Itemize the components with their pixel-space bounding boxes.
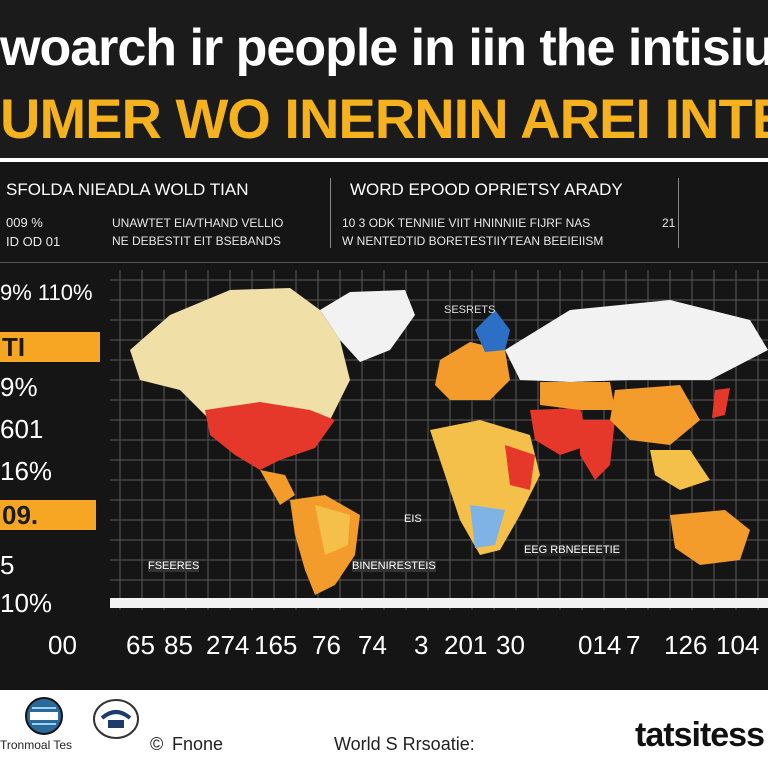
x-label: 7 bbox=[626, 630, 641, 660]
land-central-america bbox=[260, 470, 295, 505]
map-label: FSEERES bbox=[148, 560, 200, 572]
panel-rule bbox=[0, 262, 768, 263]
page-subtitle: UMER WO INERNIN AREI INTETI' bbox=[0, 87, 768, 150]
x-label: 85 bbox=[164, 630, 193, 660]
left-info-stat-1: 009 % bbox=[6, 215, 43, 230]
y-label: 16% bbox=[0, 456, 53, 486]
land-usa bbox=[205, 402, 335, 470]
land-japan bbox=[712, 388, 730, 418]
land-china bbox=[610, 385, 700, 445]
y-label: 9% 110% bbox=[0, 280, 93, 305]
land-antarctica bbox=[110, 598, 768, 608]
right-info-heading: WORD EPOOD OPRIETSY ARADY bbox=[350, 180, 623, 199]
globe-seal-icon bbox=[25, 697, 63, 735]
y-label: 601 bbox=[0, 414, 44, 444]
land-africa-south bbox=[470, 505, 505, 548]
x-label: 00 bbox=[48, 630, 77, 660]
copyright-icon: © bbox=[150, 734, 164, 754]
x-label: 30 bbox=[496, 630, 525, 660]
org-name-1: Tronmoal Tes bbox=[0, 738, 73, 752]
x-label: 76 bbox=[312, 630, 341, 660]
x-label: 165 bbox=[254, 630, 298, 660]
land-se-asia bbox=[650, 450, 710, 490]
left-info-text-2: NE DEBESTIT EIT BSEBANDS bbox=[112, 234, 281, 248]
land-australia bbox=[670, 510, 750, 565]
left-info-text-1: UNAWTET EIA/THAND VELLIO bbox=[112, 216, 284, 230]
title-banner bbox=[0, 0, 768, 158]
x-label: 65 bbox=[126, 630, 155, 660]
map-label: BINENIRESTEIS bbox=[352, 560, 436, 572]
land-india bbox=[580, 420, 615, 480]
land-europe bbox=[435, 342, 510, 400]
y-label: 9% bbox=[0, 372, 38, 402]
land-russia bbox=[505, 300, 768, 382]
info-separator bbox=[330, 178, 331, 248]
x-label: 201 bbox=[444, 630, 488, 660]
right-info-stat: 21 bbox=[662, 216, 676, 230]
x-label: 3 bbox=[414, 630, 429, 660]
right-info-text-2: W NENTEDTID BORETESTIIYTEAN BEEIEIISM bbox=[342, 234, 604, 248]
land-brazil bbox=[315, 505, 350, 555]
crest-seal-icon bbox=[93, 699, 139, 739]
page-title: woarch ir people in iin the intisiung bbox=[0, 19, 768, 77]
left-info-heading: SFOLDA NIEADLA WOLD TIAN bbox=[6, 180, 249, 199]
divider bbox=[0, 158, 768, 162]
map-label: EIS bbox=[404, 513, 422, 525]
land-central-asia bbox=[540, 382, 615, 410]
brand-logo: tatsitess bbox=[635, 716, 765, 754]
y-label-highlight: TI bbox=[0, 332, 100, 362]
info-separator-2 bbox=[678, 178, 679, 248]
y-label: 5 bbox=[0, 550, 15, 580]
x-label: 014 bbox=[578, 630, 622, 660]
y-label: 10% bbox=[0, 588, 53, 618]
world-map bbox=[110, 270, 768, 610]
left-info-stat-2: ID OD 01 bbox=[6, 234, 61, 249]
land-greenland bbox=[320, 290, 415, 362]
x-label: 126 bbox=[664, 630, 708, 660]
y-label-highlight: 09. bbox=[0, 500, 96, 530]
source-label: World S Rrsoatie: bbox=[334, 734, 475, 754]
land-scandinavia bbox=[475, 310, 510, 352]
x-label: 74 bbox=[358, 630, 387, 660]
map-label: SESRETS bbox=[444, 304, 496, 316]
map-label: EEG RBNEEEETIE bbox=[524, 544, 620, 556]
land-middle-east bbox=[530, 408, 590, 455]
x-label: 274 bbox=[206, 630, 250, 660]
org-name-2: Fnone bbox=[172, 734, 224, 754]
right-info-text-1: 10 3 ODK TENNIIE VIIT HNINNIIE FIJRF NAS bbox=[342, 216, 591, 230]
x-label: 104 bbox=[716, 630, 760, 660]
land-africa-east bbox=[505, 445, 535, 490]
